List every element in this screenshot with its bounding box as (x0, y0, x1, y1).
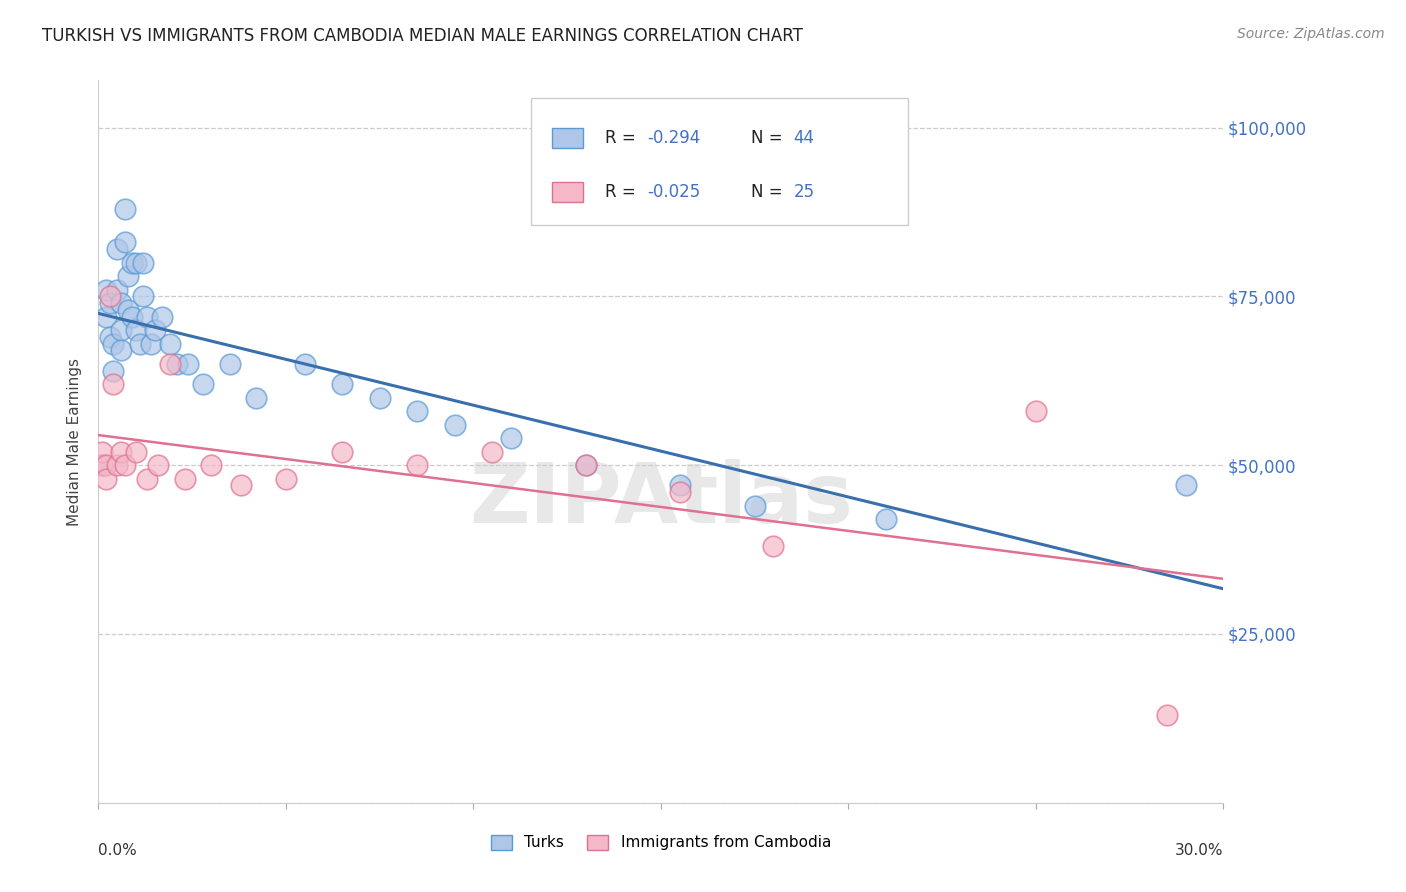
FancyBboxPatch shape (531, 98, 908, 225)
Text: -0.294: -0.294 (647, 129, 700, 147)
Point (173, 472, 195, 486)
Point (193, 377, 215, 392)
Point (1174, 478, 1197, 492)
Point (105, 242, 128, 256)
Point (200, 458, 222, 472)
FancyBboxPatch shape (551, 128, 583, 148)
Point (668, 478, 690, 492)
Point (139, 336, 162, 351)
Point (762, 539, 785, 553)
Text: TURKISH VS IMMIGRANTS FROM CAMBODIA MEDIAN MALE EARNINGS CORRELATION CHART: TURKISH VS IMMIGRANTS FROM CAMBODIA MEDI… (42, 27, 803, 45)
Point (368, 391, 391, 405)
Point (136, 310, 159, 324)
Point (1156, 708, 1178, 723)
Point (143, 323, 166, 337)
Point (499, 431, 522, 445)
Point (98, 289, 121, 303)
Text: 30.0%: 30.0% (1175, 843, 1223, 857)
Point (245, 391, 267, 405)
Point (103, 377, 125, 392)
Y-axis label: Median Male Earnings: Median Male Earnings (67, 358, 83, 525)
Point (1025, 404, 1047, 418)
Point (114, 458, 136, 472)
Point (177, 357, 200, 371)
Point (744, 499, 766, 513)
Text: 44: 44 (793, 129, 814, 147)
Point (110, 323, 132, 337)
Point (443, 417, 465, 432)
Point (132, 289, 155, 303)
Text: ZIPAtlas: ZIPAtlas (468, 458, 853, 540)
Point (128, 336, 150, 351)
Point (132, 255, 155, 269)
Point (103, 364, 125, 378)
Text: 25: 25 (793, 183, 814, 202)
Point (274, 472, 297, 486)
Point (117, 269, 139, 284)
Text: R =: R = (605, 183, 641, 202)
Point (150, 310, 173, 324)
Text: N =: N = (751, 183, 787, 202)
Text: R =: R = (605, 129, 641, 147)
Point (330, 444, 353, 458)
Point (110, 296, 132, 310)
Point (121, 310, 143, 324)
Point (294, 357, 316, 371)
Point (105, 458, 128, 472)
Point (125, 444, 148, 458)
Point (91, 444, 114, 458)
Point (668, 485, 690, 500)
Point (121, 255, 143, 269)
Text: 0.0%: 0.0% (98, 843, 138, 857)
Point (575, 458, 598, 472)
Point (91, 458, 114, 472)
Point (103, 336, 125, 351)
Point (98, 330, 121, 344)
Point (406, 458, 429, 472)
Point (110, 343, 132, 358)
Point (114, 235, 136, 250)
Text: -0.025: -0.025 (647, 183, 700, 202)
Point (330, 377, 353, 392)
Point (159, 336, 181, 351)
Point (94, 472, 117, 486)
Point (114, 202, 136, 216)
Point (481, 444, 503, 458)
Point (117, 302, 139, 317)
Point (229, 478, 252, 492)
Point (406, 404, 429, 418)
Point (575, 458, 598, 472)
Point (91, 458, 114, 472)
Point (94, 283, 117, 297)
Point (94, 310, 117, 324)
Point (98, 296, 121, 310)
Point (218, 357, 240, 371)
Point (166, 357, 188, 371)
Text: N =: N = (751, 129, 787, 147)
FancyBboxPatch shape (551, 182, 583, 202)
Point (875, 512, 897, 526)
Point (125, 255, 148, 269)
Point (105, 283, 128, 297)
Point (94, 458, 117, 472)
Point (136, 472, 159, 486)
Text: Source: ZipAtlas.com: Source: ZipAtlas.com (1237, 27, 1385, 41)
Point (159, 357, 181, 371)
Point (148, 458, 170, 472)
Legend: Turks, Immigrants from Cambodia: Turks, Immigrants from Cambodia (485, 829, 837, 856)
Point (125, 323, 148, 337)
Point (110, 444, 132, 458)
